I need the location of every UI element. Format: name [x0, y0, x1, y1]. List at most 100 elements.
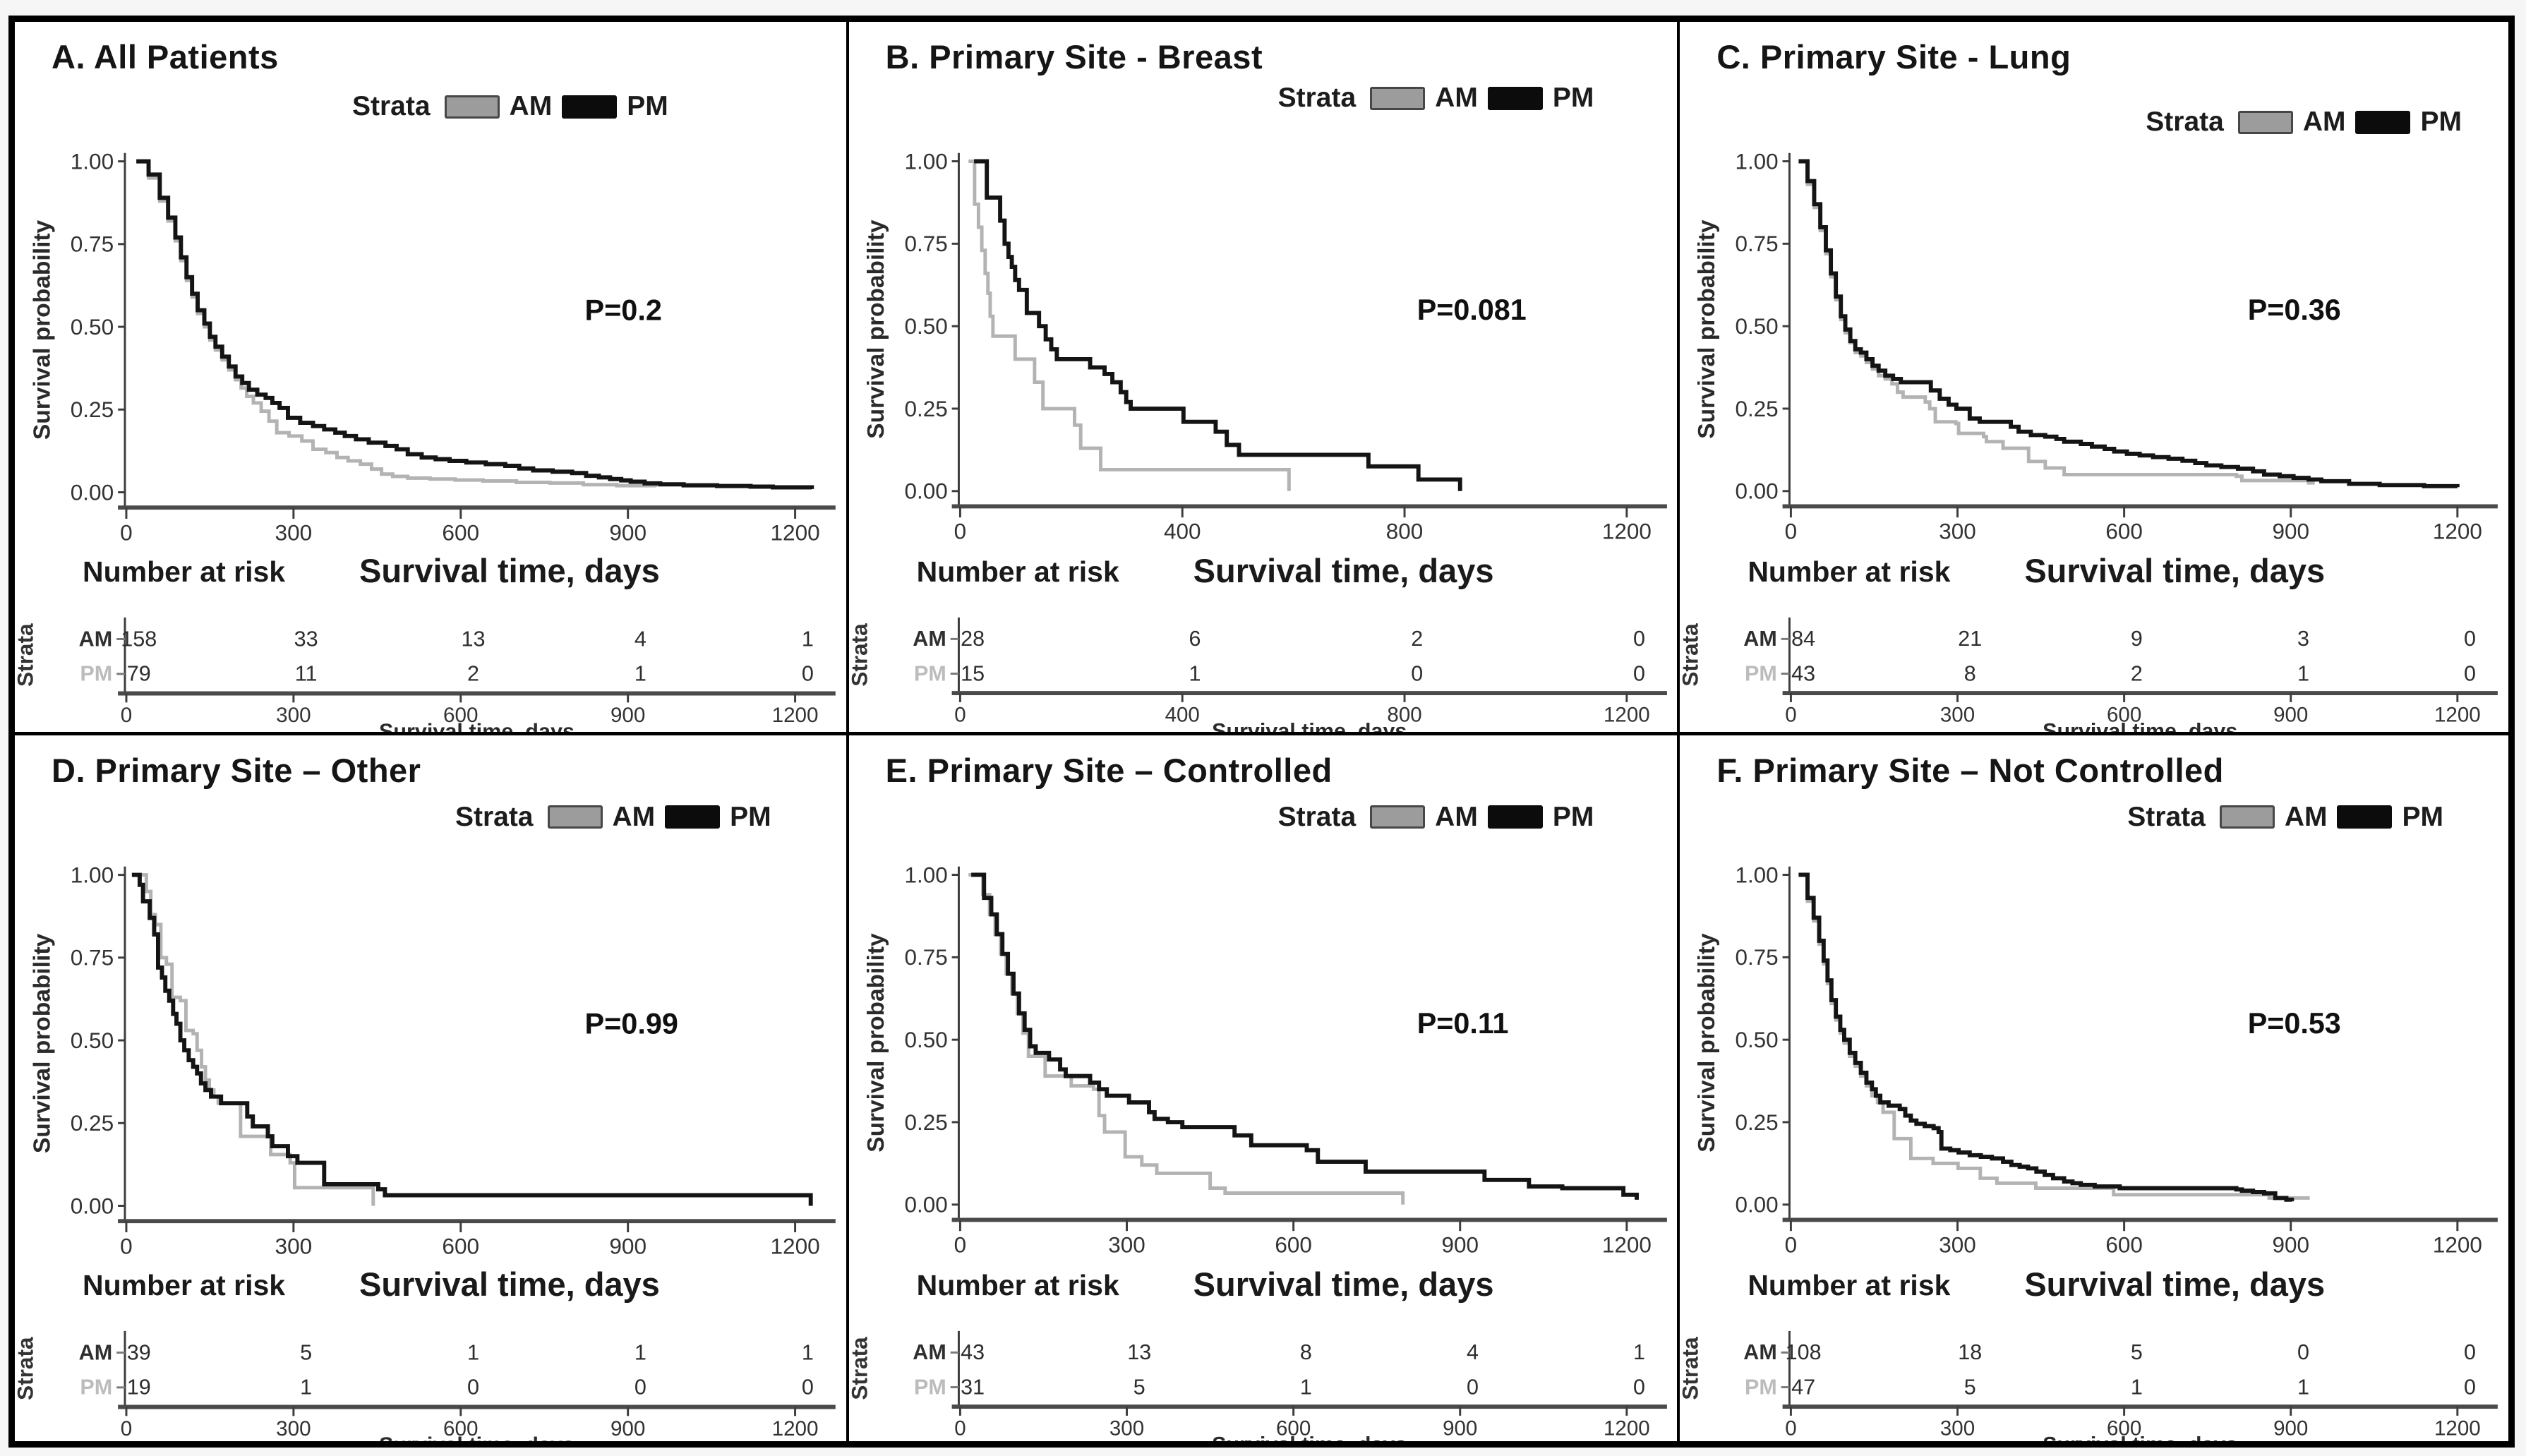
am-curve — [1798, 872, 2310, 1200]
am-legend-label: AM — [1435, 801, 1478, 832]
survival-plot-svg: 1.00 0.75 0.50 0.25 0.00 Survival probability… — [29, 862, 836, 1258]
survival-plot: 1.00 0.75 0.50 0.25 0.00 Survival probability… — [15, 140, 846, 545]
am-legend-swatch — [2237, 110, 2293, 134]
legend-strata-label: Strata — [1277, 83, 1357, 113]
risk-count: 5 — [2131, 1340, 2143, 1364]
survival-plot-svg: 1.00 0.75 0.50 0.25 0.00 Survival probability… — [29, 148, 836, 545]
legend-strata-label: Strata — [2127, 801, 2206, 832]
risk-count: 2 — [1411, 627, 1423, 651]
risk-count: 33 — [294, 627, 318, 651]
x-tick-label: 1200 — [770, 520, 819, 545]
risk-x-axis-title: Survival time, days — [1212, 719, 1407, 731]
x-tick-label: 0 — [1785, 1232, 1798, 1256]
x-tick-label: 900 — [2273, 519, 2310, 543]
survival-plot-svg: 1.00 0.75 0.50 0.25 0.00 Survival probability… — [863, 862, 1667, 1256]
panel-title: E. Primary Site – Controlled — [885, 751, 1333, 789]
survival-plot: 1.00 0.75 0.50 0.25 0.00 Survival probability… — [849, 854, 1678, 1256]
risk-row-label-am: AM — [79, 1340, 113, 1364]
risk-row-label-pm: PM — [1745, 661, 1777, 685]
x-axis-title: Survival time, days — [2024, 552, 2326, 589]
risk-x-tick-label: 900 — [2273, 1416, 2308, 1440]
x-tick-label: 0 — [1785, 519, 1798, 543]
y-axis-title: Survival probability — [863, 219, 889, 439]
risk-x-axis-title: Survival time, days — [2043, 1433, 2237, 1441]
number-at-risk-label: Number at risk — [83, 1268, 286, 1301]
survival-plot: 1.00 0.75 0.50 0.25 0.00 Survival probability… — [1680, 854, 2508, 1256]
risk-count: 8 — [1964, 661, 1976, 685]
risk-count: 1 — [1189, 661, 1201, 685]
risk-count: 6 — [1189, 627, 1201, 651]
risk-x-tick-label: 400 — [1165, 703, 1199, 726]
km-survival-figure: A. All Patients Strata AM PM 1.00 0.75 0.5… — [8, 16, 2515, 1448]
am-curve — [968, 160, 1291, 491]
risk-count: 28 — [961, 627, 985, 651]
risk-x-tick-label: 600 — [2107, 1416, 2141, 1440]
y-tick-label: 0.75 — [904, 231, 947, 256]
risk-count: 1 — [634, 1340, 646, 1364]
risk-row-label-am: AM — [913, 627, 946, 651]
risk-table: Strata AM 43 13 8 4 1 PM 31 5 1 0 0 0 300 600 900 1200 Sur… — [849, 1325, 1678, 1441]
risk-count: 1 — [2131, 1375, 2143, 1399]
x-axis-title: Survival time, days — [1193, 552, 1494, 589]
am-legend-swatch — [444, 95, 500, 119]
risk-count: 0 — [2464, 661, 2476, 685]
am-legend-label: AM — [2302, 107, 2346, 137]
pm-legend-label: PM — [1552, 801, 1594, 832]
risk-count: 19 — [127, 1375, 151, 1399]
risk-count: 21 — [1959, 627, 1983, 651]
risk-count: 84 — [1791, 627, 1815, 651]
am-legend-label: AM — [1435, 83, 1478, 113]
risk-count: 0 — [634, 1375, 646, 1399]
y-tick-label: 0.25 — [71, 1110, 114, 1136]
risk-x-tick-label: 0 — [121, 704, 132, 727]
risk-x-tick-label: 900 — [1443, 1416, 1477, 1440]
y-tick-label: 0.25 — [1736, 1109, 1779, 1134]
risk-count: 18 — [1959, 1340, 1983, 1364]
pm-legend-label: PM — [627, 91, 668, 121]
risk-count: 1 — [300, 1375, 312, 1399]
pm-legend-swatch — [1487, 805, 1543, 829]
x-tick-label: 300 — [1939, 1232, 1977, 1256]
risk-count: 1 — [1300, 1375, 1312, 1399]
y-axis-title: Survival probability — [863, 933, 889, 1153]
pm-legend-swatch — [1487, 86, 1543, 110]
pm-curve — [973, 159, 1462, 491]
risk-x-tick-label: 0 — [954, 1416, 966, 1440]
am-legend-swatch — [547, 805, 603, 829]
risk-row-label-am: AM — [1744, 1340, 1777, 1364]
risk-x-tick-label: 600 — [443, 1416, 478, 1440]
risk-x-tick-label: 1200 — [1604, 703, 1650, 726]
risk-row-label-pm: PM — [914, 1375, 946, 1399]
strata-axis-label: Strata — [1680, 623, 1703, 687]
x-tick-label: 900 — [609, 1233, 646, 1258]
km-panel-C: C. Primary Site - Lung Strata AM PM 1.00… — [1677, 22, 2508, 732]
y-axis-title: Survival probability — [29, 933, 55, 1153]
p-value: P=0.36 — [2248, 294, 2341, 326]
y-tick-label: 1.00 — [904, 862, 947, 887]
risk-x-tick-label: 1200 — [772, 704, 819, 727]
y-axis-title: Survival probability — [1695, 219, 1721, 439]
y-tick-label: 0.00 — [904, 1192, 947, 1217]
risk-x-tick-label: 0 — [954, 703, 966, 726]
risk-count: 9 — [2131, 627, 2143, 651]
am-legend-label: AM — [612, 801, 656, 832]
risk-x-axis-title: Survival time, days — [1212, 1433, 1407, 1441]
risk-count: 31 — [961, 1375, 985, 1399]
x-tick-label: 0 — [120, 1233, 133, 1258]
x-tick-label: 1200 — [2433, 1232, 2482, 1256]
survival-plot: 1.00 0.75 0.50 0.25 0.00 Survival probability… — [15, 854, 846, 1258]
risk-count: 5 — [300, 1340, 312, 1364]
y-tick-label: 0.50 — [71, 1027, 114, 1052]
survival-plot: 1.00 0.75 0.50 0.25 0.00 Survival probability… — [1680, 140, 2508, 543]
risk-count: 43 — [1791, 661, 1815, 685]
y-tick-label: 0.50 — [1736, 1027, 1779, 1052]
x-axis-title: Survival time, days — [2024, 1265, 2326, 1303]
risk-table-svg: Strata AM 39 5 1 1 1 PM 19 1 0 0 0 0 300 600 900 1200 Surv… — [15, 1330, 836, 1441]
y-tick-label: 0.75 — [71, 944, 114, 970]
y-tick-label: 1.00 — [1736, 149, 1779, 174]
risk-x-tick-label: 900 — [611, 704, 645, 727]
y-tick-label: 1.00 — [1736, 862, 1779, 887]
risk-count: 0 — [1411, 661, 1423, 685]
risk-count: 1 — [2297, 1375, 2309, 1399]
x-tick-label: 900 — [2273, 1232, 2310, 1256]
